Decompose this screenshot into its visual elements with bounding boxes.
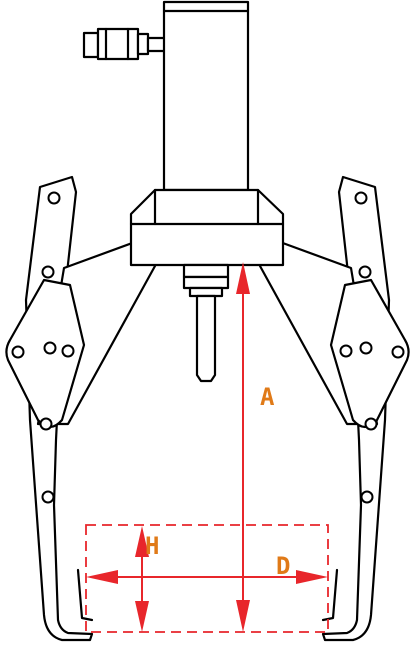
right-plate-pin-a [339, 344, 353, 358]
left-plate-bottom-pin [39, 417, 53, 431]
dimension-a [236, 262, 250, 632]
right-link-pin [358, 265, 372, 279]
hydraulic-coupler [82, 27, 168, 61]
left-plate-pin-a [43, 341, 57, 355]
left-jaw-top-hole [47, 191, 61, 205]
left-plate-outer-pin [11, 345, 25, 359]
label-d: D [276, 552, 290, 580]
left-link-pin [41, 265, 55, 279]
hydraulic-cylinder [162, 0, 250, 192]
right-link-arm [258, 240, 410, 431]
right-plate-outer-pin [391, 345, 405, 359]
label-a: A [260, 383, 275, 411]
right-jaw-top-hole [354, 191, 368, 205]
left-link-arm [5, 240, 157, 431]
ram [182, 263, 230, 383]
label-h: H [145, 532, 159, 560]
right-jaw-bottom-hole [360, 490, 374, 504]
right-plate-bottom-pin [364, 417, 378, 431]
working-range-box [85, 524, 329, 633]
dimension-h [135, 526, 149, 632]
dimension-d [86, 570, 328, 584]
right-plate-pin-b [359, 341, 373, 355]
left-jaw-bottom-hole [41, 490, 55, 504]
left-plate-pin-b [61, 344, 75, 358]
head-block [129, 188, 285, 267]
